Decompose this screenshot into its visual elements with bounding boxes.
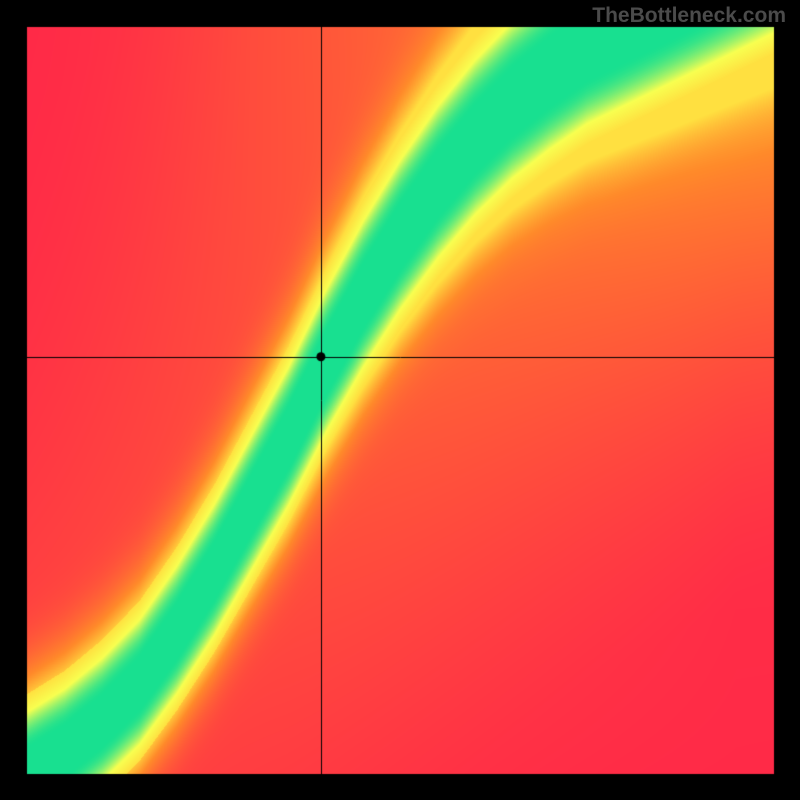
chart-container: TheBottleneck.com bbox=[0, 0, 800, 800]
watermark: TheBottleneck.com bbox=[592, 4, 786, 28]
heatmap-canvas bbox=[0, 0, 800, 800]
